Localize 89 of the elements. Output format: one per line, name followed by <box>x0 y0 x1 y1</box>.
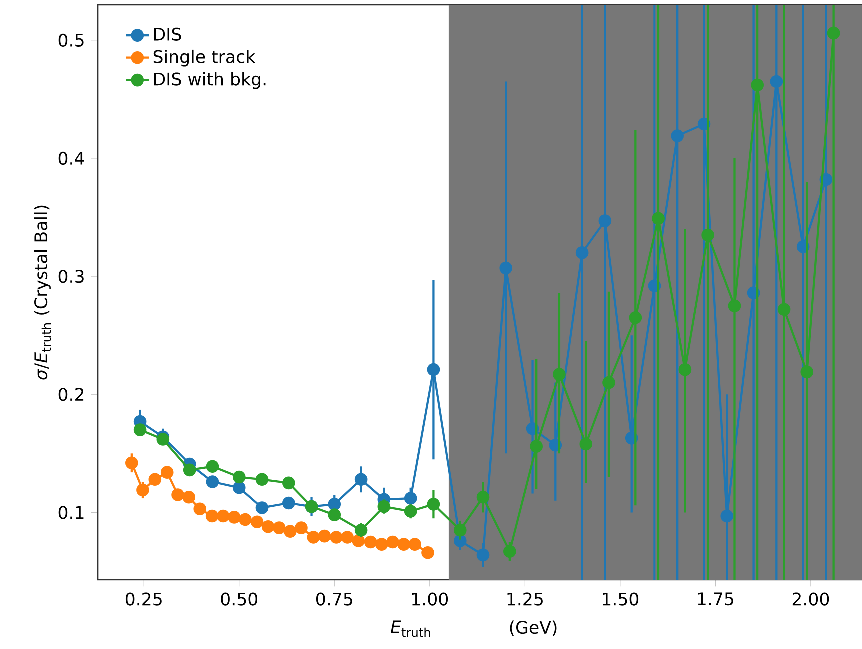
point <box>239 513 252 526</box>
point <box>134 424 147 436</box>
point <box>328 508 342 522</box>
point <box>318 530 332 543</box>
point <box>504 545 516 558</box>
x-tick-label: 0.25 <box>126 592 162 606</box>
point <box>328 498 342 511</box>
point <box>720 510 734 523</box>
x-tick-label: 1.00 <box>412 592 448 606</box>
point <box>354 473 368 486</box>
point <box>728 300 742 312</box>
y-tick-label: 0.4 <box>58 152 84 166</box>
point <box>427 363 440 376</box>
point <box>386 536 400 549</box>
legend-label: DIS with bkg. <box>154 72 266 90</box>
x-tick-label: 0.75 <box>316 592 352 606</box>
point <box>427 498 440 511</box>
y-tick-label: 0.3 <box>58 270 84 284</box>
point <box>148 473 162 486</box>
point <box>364 536 378 549</box>
point <box>206 460 220 474</box>
x-tick-label: 1.75 <box>698 592 734 606</box>
point <box>354 524 368 537</box>
point <box>232 482 246 494</box>
point <box>216 510 230 523</box>
point <box>262 520 275 534</box>
point <box>232 470 246 484</box>
y-tick-label: 0.1 <box>58 506 84 520</box>
point <box>330 531 343 544</box>
point <box>408 538 422 551</box>
y-tick-label: 0.5 <box>58 34 84 47</box>
point <box>341 531 354 544</box>
point <box>228 511 241 524</box>
point <box>398 538 410 551</box>
text: (GeV) <box>510 620 557 636</box>
point <box>454 524 467 537</box>
point <box>598 214 612 228</box>
point <box>580 438 593 451</box>
point <box>671 130 684 142</box>
x-tick-label: 2.00 <box>792 592 830 606</box>
point <box>702 228 714 242</box>
point <box>183 464 196 477</box>
point <box>272 522 286 534</box>
x-axis-title: E$_{truth}$ <box>390 620 430 638</box>
point <box>206 476 220 488</box>
point <box>295 522 308 534</box>
point <box>284 525 297 538</box>
point <box>404 505 418 518</box>
legend-label: Single track <box>154 50 256 67</box>
point <box>307 531 320 544</box>
point <box>652 212 665 226</box>
point <box>629 311 642 324</box>
point <box>530 440 543 453</box>
x-tick-label: 0.50 <box>221 592 258 606</box>
point <box>160 466 174 479</box>
y-axis-title: σ/E$_{truth}$ (Crystal Ball) <box>34 206 52 380</box>
x-tick-label: 1.25 <box>508 592 543 606</box>
point <box>378 500 391 514</box>
point <box>250 516 264 529</box>
point <box>422 546 434 560</box>
point <box>770 75 784 88</box>
point <box>206 510 219 523</box>
point <box>172 488 184 502</box>
point <box>282 496 296 510</box>
point <box>476 490 490 504</box>
point <box>751 78 764 92</box>
point <box>827 26 840 40</box>
point <box>678 363 692 376</box>
point <box>404 492 418 505</box>
point <box>194 502 207 516</box>
point <box>136 484 150 497</box>
point <box>602 376 616 390</box>
point <box>352 534 366 548</box>
x-tick-label: 1.50 <box>603 592 639 606</box>
point <box>256 473 269 486</box>
point <box>476 548 490 562</box>
point <box>576 246 589 260</box>
point <box>282 476 296 490</box>
point <box>256 502 269 514</box>
point <box>126 456 138 470</box>
point <box>156 433 170 446</box>
point <box>500 262 513 275</box>
legend-label: DIS <box>154 28 182 41</box>
point <box>800 366 814 379</box>
point <box>375 538 388 551</box>
point <box>778 303 791 316</box>
point <box>182 490 196 504</box>
y-tick-label: 0.2 <box>58 388 84 402</box>
point <box>553 368 566 381</box>
